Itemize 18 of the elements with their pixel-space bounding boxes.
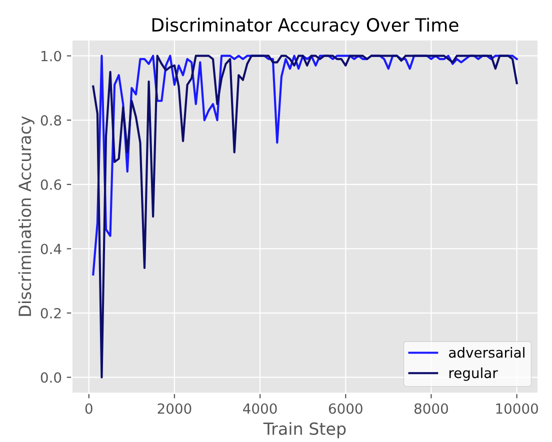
- y-axis-title: Discrimination Accuracy: [18, 116, 34, 316]
- x-axis-title: Train Step: [263, 422, 346, 438]
- y-tick-label: 0.0: [40, 372, 62, 383]
- line-series: [92, 54, 518, 276]
- x-tick-label: 6000: [328, 403, 362, 414]
- y-tick-label: 1.0: [41, 50, 62, 62]
- x-tick-label: 2000: [158, 403, 192, 414]
- y-tick-label: 0.8: [40, 115, 62, 126]
- x-tick-label: 10000: [496, 403, 538, 414]
- x-tick-label: 4000: [243, 403, 277, 414]
- y-tick-label: 0.4: [40, 244, 62, 254]
- chart-title: Discriminator Accuracy Over Time: [152, 18, 458, 36]
- y-tick-label: 0.6: [40, 179, 62, 190]
- x-tick-label: 8000: [414, 403, 448, 414]
- legend-label: regular: [449, 367, 498, 381]
- legend-label: adversarial: [449, 347, 524, 358]
- y-tick-label: 0.2: [40, 308, 61, 318]
- x-tick-label: 0: [85, 403, 92, 414]
